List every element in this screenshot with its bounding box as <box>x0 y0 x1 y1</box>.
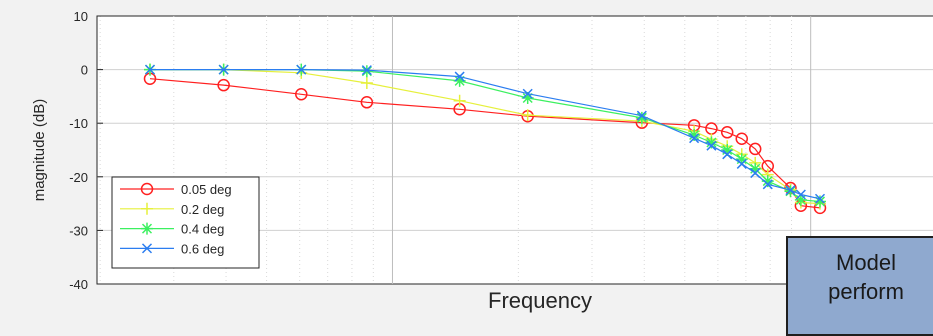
data-point-star <box>749 162 762 175</box>
x-axis-label: Frequency <box>488 288 592 313</box>
data-point-x <box>454 71 465 82</box>
y-axis-ticks: 10 0 -10 -20 -30 -40 <box>69 9 103 292</box>
legend-item: 0.2 deg <box>120 202 224 217</box>
series-group <box>144 64 826 204</box>
data-point-circle <box>360 96 374 109</box>
data-point-x <box>795 189 806 200</box>
data-point-circle <box>720 126 734 139</box>
data-point-x <box>636 110 647 121</box>
data-point-star <box>761 175 774 188</box>
series-line <box>149 78 821 209</box>
series-lines <box>143 63 827 215</box>
data-point-x <box>144 64 156 75</box>
data-point-plus <box>521 109 534 122</box>
y-tick-label: 10 <box>74 9 88 24</box>
data-point-x <box>218 64 229 75</box>
data-point-x <box>706 140 717 151</box>
magnitude-frequency-chart: 10 0 -10 -20 -30 -40 Frequency magnitude (dB)… <box>31 9 933 313</box>
legend: 0.05 deg 0.2 deg 0.4 deg 0.6 deg <box>111 176 260 269</box>
legend-label: 0.6 deg <box>181 241 224 256</box>
data-point-x <box>689 133 700 144</box>
legend-item: 0.05 deg <box>120 182 232 197</box>
legend-label: 0.2 deg <box>181 202 224 217</box>
data-point-star <box>705 136 718 149</box>
callout-text: Model perform <box>828 250 904 304</box>
data-point-x <box>522 88 533 99</box>
legend-item: 0.4 deg <box>120 222 224 237</box>
data-point-x <box>736 158 747 169</box>
data-point-star <box>453 74 466 87</box>
data-point-x <box>762 179 773 190</box>
data-point-star <box>721 144 734 156</box>
data-point-star <box>635 111 648 124</box>
y-tick-label: -30 <box>69 223 88 238</box>
legend-item: 0.6 deg <box>120 241 224 256</box>
data-point-plus <box>141 202 153 215</box>
data-point-x <box>722 149 733 160</box>
legend-label: 0.4 deg <box>181 222 224 237</box>
data-point-x <box>750 168 761 179</box>
data-point-plus <box>360 77 373 89</box>
data-point-x <box>361 65 372 76</box>
series-line <box>150 68 821 205</box>
data-point-circle <box>735 132 749 145</box>
callout-box: Model perform <box>786 236 933 336</box>
data-point-circle <box>748 142 762 156</box>
y-tick-label: -20 <box>69 170 88 185</box>
legend-box <box>111 176 260 269</box>
y-tick-label: -10 <box>69 116 88 131</box>
data-point-star <box>360 65 373 78</box>
data-point-star <box>521 92 534 105</box>
y-tick-label: -40 <box>69 277 88 292</box>
data-point-circle <box>295 88 308 101</box>
y-tick-label: 0 <box>81 63 88 78</box>
data-point-x <box>296 64 307 75</box>
data-point-x <box>814 193 826 204</box>
data-point-x <box>141 243 153 254</box>
data-point-star <box>688 128 701 141</box>
data-point-plus <box>453 94 466 107</box>
series-line <box>150 68 821 200</box>
data-point-star <box>141 222 153 235</box>
data-point-star <box>814 195 826 208</box>
data-point-star <box>794 193 807 206</box>
data-point-star <box>735 153 748 166</box>
data-point-circle <box>217 78 230 92</box>
legend-label: 0.05 deg <box>181 182 232 197</box>
data-point-x <box>785 185 796 196</box>
data-point-star <box>784 185 797 198</box>
y-axis-label: magnitude (dB) <box>31 99 48 202</box>
data-point-circle <box>140 182 154 196</box>
